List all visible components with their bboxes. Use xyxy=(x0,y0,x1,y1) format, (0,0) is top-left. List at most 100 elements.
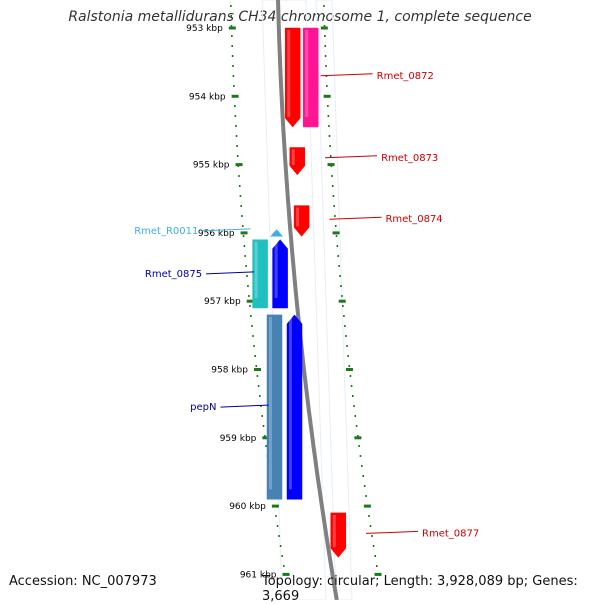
outer-ring-dot xyxy=(324,55,327,57)
inner-ring-dot xyxy=(245,265,247,267)
scale-tick-outer xyxy=(374,572,382,576)
inner-ring-dot xyxy=(244,255,247,257)
outer-ring-dot xyxy=(363,485,366,487)
outer-ring-dot xyxy=(348,365,351,367)
label-leader xyxy=(320,73,373,77)
outer-ring-dot xyxy=(327,115,330,117)
inner-ring-dot xyxy=(261,415,264,417)
outer-ring-dot xyxy=(333,205,335,207)
outer-ring-dot xyxy=(329,155,332,157)
inner-ring-dot xyxy=(233,85,235,87)
inner-ring-dot xyxy=(253,345,255,347)
inner-ring-dot xyxy=(242,235,245,237)
scale-tick xyxy=(282,572,290,576)
feature-rmet-0877-gene[interactable] xyxy=(330,512,347,558)
inner-ring-dot xyxy=(282,565,285,567)
feature-shine xyxy=(296,207,300,227)
inner-ring-dot xyxy=(265,445,267,447)
feature-label-rmet-0875[interactable]: Rmet_0875 xyxy=(145,269,202,280)
outer-ring-dot xyxy=(357,435,359,437)
feature-pepn-gene[interactable] xyxy=(286,314,303,500)
inner-ring-dot xyxy=(231,35,233,37)
inner-ring-dot xyxy=(243,245,246,247)
inner-ring-dot xyxy=(257,385,260,387)
inner-ring-dot xyxy=(238,185,241,187)
map-title: Ralstonia metallidurans CH34 chromosome … xyxy=(68,9,532,25)
outer-ring-dot xyxy=(331,185,334,187)
outer-ring-dot xyxy=(358,445,360,447)
inner-ring-dot xyxy=(249,305,251,307)
chromosome-backbone xyxy=(276,0,339,600)
inner-ring-dot xyxy=(238,175,240,177)
inner-ring-dot xyxy=(281,555,283,557)
outer-ring-dot xyxy=(334,225,337,227)
feature-rmet-0872-gene[interactable] xyxy=(284,27,301,128)
feature-label-rmet-0873[interactable]: Rmet_0873 xyxy=(381,153,438,164)
inner-ring-dot xyxy=(276,525,279,527)
outer-ring-dot xyxy=(323,15,326,17)
feature-shine xyxy=(268,316,272,490)
inner-ring-dot xyxy=(264,435,266,437)
feature-shine xyxy=(291,149,295,165)
feature-label-pepn[interactable]: pepN xyxy=(190,402,216,413)
outer-ring-dot xyxy=(359,455,362,457)
inner-ring-dot xyxy=(260,405,262,407)
inner-ring-dot xyxy=(252,335,254,337)
label-leader xyxy=(202,228,251,232)
inner-ring-dot xyxy=(235,125,237,127)
feature-rmet-0874-gene[interactable] xyxy=(293,205,310,237)
outer-ring-dot xyxy=(328,135,331,137)
inner-ring-dot xyxy=(254,355,256,357)
inner-ring-dot xyxy=(250,315,252,317)
inner-ring-dot xyxy=(251,325,253,327)
scale-tick xyxy=(262,436,270,440)
outer-ring-dot xyxy=(338,265,340,267)
outer-ring-dot xyxy=(361,465,363,467)
inner-ring-dot xyxy=(232,65,234,67)
inner-ring-dot xyxy=(275,515,277,517)
scale-tick-outer xyxy=(332,231,340,235)
scale-tick xyxy=(231,94,239,98)
outer-ring-dot xyxy=(325,65,327,67)
outer-ring-dot xyxy=(342,305,344,307)
inner-ring-dot xyxy=(256,375,259,377)
outer-ring-dot xyxy=(362,475,365,477)
feature-rmet-r0011-tRNA[interactable] xyxy=(270,229,284,237)
label-leader xyxy=(220,404,269,408)
feature-rmet-0872-cds[interactable] xyxy=(302,27,319,128)
scale-tick-outer xyxy=(345,368,353,371)
scale-tick-outer xyxy=(363,504,371,508)
inner-ring-dot xyxy=(247,285,249,287)
feature-rmet-0873-gene[interactable] xyxy=(289,147,306,176)
feature-shine xyxy=(254,241,258,299)
feature-label-rmet-0877[interactable]: Rmet_0877 xyxy=(422,528,479,539)
scale-label: 953 kbp xyxy=(186,24,223,34)
feature-rmet-0875-gene[interactable] xyxy=(272,239,288,309)
feature-rmet-0875-cds[interactable] xyxy=(252,239,268,309)
label-leader xyxy=(329,216,382,220)
outer-ring-dot xyxy=(335,235,338,237)
outer-ring-dot xyxy=(369,525,372,527)
outer-ring-dot xyxy=(324,35,326,37)
scale-label: 955 kbp xyxy=(193,161,230,171)
outer-ring-dot xyxy=(329,145,331,147)
outer-ring-dot xyxy=(326,85,328,87)
outer-ring-dot xyxy=(346,345,348,347)
inner-ring-dot xyxy=(279,545,282,547)
inner-ring-dot xyxy=(246,275,248,277)
inner-ring-dot xyxy=(232,75,235,77)
feature-label-rmet-0874[interactable]: Rmet_0874 xyxy=(385,214,442,225)
feature-label-rmet-r0011[interactable]: Rmet_R0011 xyxy=(134,226,198,237)
outer-ring-dot xyxy=(368,515,370,517)
accession-text: Accession: NC_007973 xyxy=(9,574,157,589)
outer-ring-dot xyxy=(372,545,375,547)
outer-ring-dot xyxy=(343,315,345,317)
outer-ring-dot xyxy=(354,415,357,417)
scale-label: 954 kbp xyxy=(189,92,226,102)
feature-label-rmet-0872[interactable]: Rmet_0872 xyxy=(377,71,434,82)
feature-pepn-cds[interactable] xyxy=(266,314,283,500)
outer-ring-dot xyxy=(345,335,347,337)
outer-ring-dot xyxy=(355,425,358,427)
inner-ring-dot xyxy=(231,45,234,47)
